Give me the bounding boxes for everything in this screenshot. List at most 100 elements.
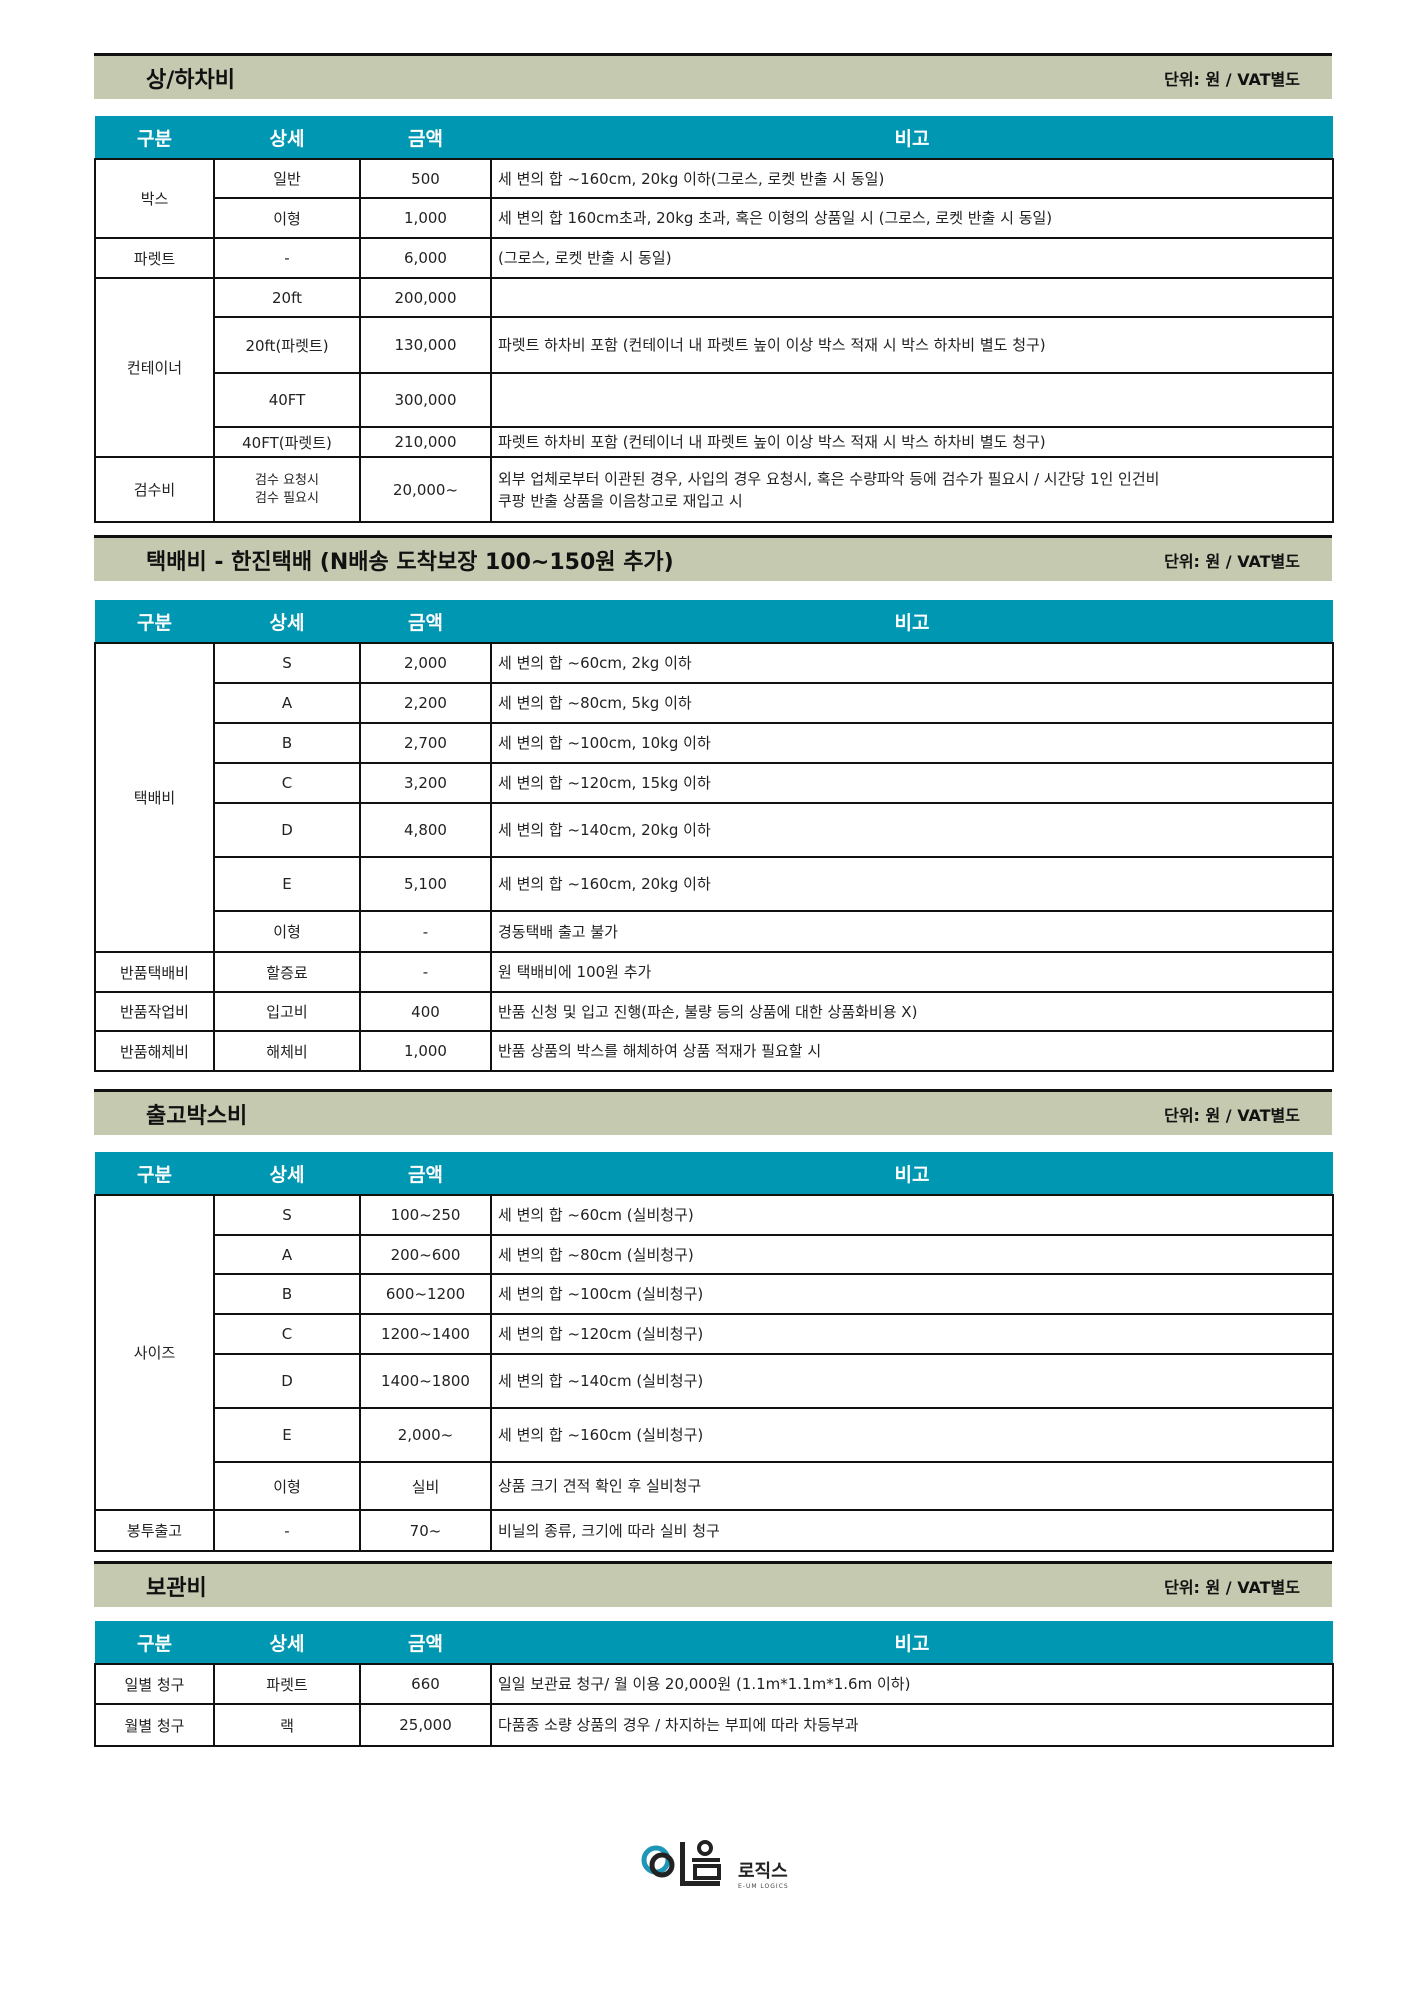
note-cell: 세 변의 합 ~140cm, 20kg 이하 xyxy=(490,802,1334,858)
note-cell xyxy=(490,277,1334,318)
category-cell: 검수비 xyxy=(94,456,215,523)
detail-cell: 파렛트 xyxy=(213,1663,361,1705)
column-header: 구분 xyxy=(95,116,214,159)
note-cell: (그로스, 로켓 반출 시 동일) xyxy=(490,237,1334,279)
price-cell: 2,200 xyxy=(359,682,492,724)
category-cell: 파렛트 xyxy=(94,237,215,279)
price-cell: 500 xyxy=(359,158,492,199)
detail-cell: 40FT xyxy=(213,372,361,428)
price-cell: - xyxy=(359,951,492,993)
note-cell: 세 변의 합 160cm초과, 20kg 초과, 혹은 이형의 상품일 시 (그… xyxy=(490,197,1334,239)
detail-cell: - xyxy=(213,237,361,279)
table-row: 이형 - 경동택배 출고 불가 xyxy=(95,910,1334,953)
detail-cell: 할증료 xyxy=(213,951,361,993)
table-row: A 200~600 세 변의 합 ~80cm (실비청구) xyxy=(95,1234,1334,1275)
table-row: 박스 일반 500 세 변의 합 ~160cm, 20kg 이하(그로스, 로켓 반출… xyxy=(94,158,1334,239)
column-header: 비고 xyxy=(491,1152,1333,1195)
price-cell: 210,000 xyxy=(359,426,492,458)
table-header-row: 구분 상세 금액 비고 xyxy=(95,1621,1333,1664)
detail-cell: 검수 요청시 검수 필요시 xyxy=(213,456,361,523)
category-cell: 박스 xyxy=(94,158,215,239)
detail-cell: 이형 xyxy=(213,197,361,239)
price-cell: 2,000~ xyxy=(359,1407,492,1463)
table-row: 반품작업비 입고비 400 반품 신청 및 입고 진행(파손, 불량 등의 상품에 대… xyxy=(94,991,1334,1032)
unit-note: 단위: 원 / VAT별도 xyxy=(1164,551,1300,571)
note-cell: 일일 보관료 청구/ 월 이용 20,000원 (1.1m*1.1m*1.6m … xyxy=(490,1663,1334,1705)
price-cell: - xyxy=(359,910,492,953)
note-cell: 반품 상품의 박스를 해체하여 상품 적재가 필요할 시 xyxy=(490,1030,1334,1072)
logo-eng: E-UM LOGICS xyxy=(738,1883,789,1890)
price-cell: 25,000 xyxy=(359,1703,492,1747)
column-header: 상세 xyxy=(214,116,360,159)
note-cell: 파렛트 하차비 포함 (컨테이너 내 파렛트 높이 이상 박스 적재 시 박스 … xyxy=(490,426,1334,458)
logo-sub: 로직스 xyxy=(738,1861,788,1882)
unit-note: 단위: 원 / VAT별도 xyxy=(1164,69,1300,89)
category-cell: 반품작업비 xyxy=(94,991,215,1032)
note-cell: 상품 크기 견적 확인 후 실비청구 xyxy=(490,1461,1334,1511)
price-table: 구분 상세 금액 비고 사이즈 S 100~250 세 변의 합 ~60cm (실비청구) A 2… xyxy=(94,1152,1334,1552)
column-header: 상세 xyxy=(214,600,360,643)
note-cell: 원 택배비에 100원 추가 xyxy=(490,951,1334,993)
note-cell: 세 변의 합 ~60cm, 2kg 이하 xyxy=(490,642,1334,684)
category-cell: 반품해체비 xyxy=(94,1030,215,1072)
table-row: C 3,200 세 변의 합 ~120cm, 15kg 이하 xyxy=(95,762,1334,804)
column-header: 금액 xyxy=(360,600,491,643)
section-header: 출고박스비 단위: 원 / VAT별도 xyxy=(94,1089,1332,1135)
table-header-row: 구분 상세 금액 비고 xyxy=(95,600,1333,643)
note-cell: 세 변의 합 ~160cm, 20kg 이하(그로스, 로켓 반출 시 동일) xyxy=(490,158,1334,199)
section-s1: 상/하차비 단위: 원 / VAT별도 구분 상세 금액 비고 박스 일반 500 세 변의 합 … xyxy=(94,53,1334,523)
table-row: 사이즈 S 100~250 세 변의 합 ~60cm (실비청구) xyxy=(94,1194,1334,1511)
price-cell: 660 xyxy=(359,1663,492,1705)
table-row: B 2,700 세 변의 합 ~100cm, 10kg 이하 xyxy=(95,722,1334,764)
category-cell: 월별 청구 xyxy=(94,1703,215,1747)
column-header: 구분 xyxy=(95,1621,214,1664)
price-cell: 20,000~ xyxy=(359,456,492,523)
price-cell: 4,800 xyxy=(359,802,492,858)
price-cell: 3,200 xyxy=(359,762,492,804)
table-row: 검수비 검수 요청시 검수 필요시 20,000~ 외부 업체로부터 이관된 경우, … xyxy=(94,456,1334,523)
table-row: D 4,800 세 변의 합 ~140cm, 20kg 이하 xyxy=(95,802,1334,858)
logo-mark-icon xyxy=(641,1840,721,1886)
section-header: 보관비 단위: 원 / VAT별도 xyxy=(94,1561,1332,1607)
detail-cell: S xyxy=(213,642,361,684)
table-row: E 5,100 세 변의 합 ~160cm, 20kg 이하 xyxy=(95,856,1334,912)
note-cell: 세 변의 합 ~160cm, 20kg 이하 xyxy=(490,856,1334,912)
table-row: 이형 실비 상품 크기 견적 확인 후 실비청구 xyxy=(95,1461,1334,1511)
detail-cell: 이형 xyxy=(213,1461,361,1511)
column-header: 금액 xyxy=(360,1152,491,1195)
section-title: 상/하차비 xyxy=(146,67,235,93)
price-cell: 100~250 xyxy=(359,1194,492,1236)
price-cell: 70~ xyxy=(359,1509,492,1552)
detail-cell: E xyxy=(213,1407,361,1463)
price-cell: 2,700 xyxy=(359,722,492,764)
column-header: 비고 xyxy=(491,116,1333,159)
table-row: 40FT(파렛트) 210,000 파렛트 하차비 포함 (컨테이너 내 파렛트 높… xyxy=(95,426,1334,458)
detail-cell: C xyxy=(213,762,361,804)
price-cell: 1200~1400 xyxy=(359,1313,492,1355)
table-row: 반품해체비 해체비 1,000 반품 상품의 박스를 해체하여 상품 적재가 필요할 … xyxy=(94,1030,1334,1072)
table-row: 컨테이너 20ft 200,000 xyxy=(94,277,1334,458)
section-title: 보관비 xyxy=(146,1575,207,1601)
detail-cell: A xyxy=(213,682,361,724)
unit-note: 단위: 원 / VAT별도 xyxy=(1164,1105,1300,1125)
category-cell: 컨테이너 xyxy=(94,277,215,458)
detail-cell: C xyxy=(213,1313,361,1355)
section-title: 출고박스비 xyxy=(146,1103,248,1129)
price-cell: 6,000 xyxy=(359,237,492,279)
column-header: 상세 xyxy=(214,1621,360,1664)
table-row: C 1200~1400 세 변의 합 ~120cm (실비청구) xyxy=(95,1313,1334,1355)
table-row: 택배비 S 2,000 세 변의 합 ~60cm, 2kg 이하 xyxy=(94,642,1334,953)
price-cell: 200,000 xyxy=(359,277,492,318)
detail-cell: A xyxy=(213,1234,361,1275)
category-cell: 일별 청구 xyxy=(94,1663,215,1705)
detail-cell: - xyxy=(213,1509,361,1552)
section-title: 택배비 - 한진택배 (N배송 도착보장 100~150원 추가) xyxy=(146,549,674,575)
detail-cell: 이형 xyxy=(213,910,361,953)
column-header: 비고 xyxy=(491,1621,1333,1664)
price-cell: 200~600 xyxy=(359,1234,492,1275)
table-row: 40FT 300,000 xyxy=(95,372,1334,428)
price-cell: 300,000 xyxy=(359,372,492,428)
note-cell xyxy=(490,372,1334,428)
note-cell: 다품종 소량 상품의 경우 / 차지하는 부피에 따라 차등부과 xyxy=(490,1703,1334,1747)
